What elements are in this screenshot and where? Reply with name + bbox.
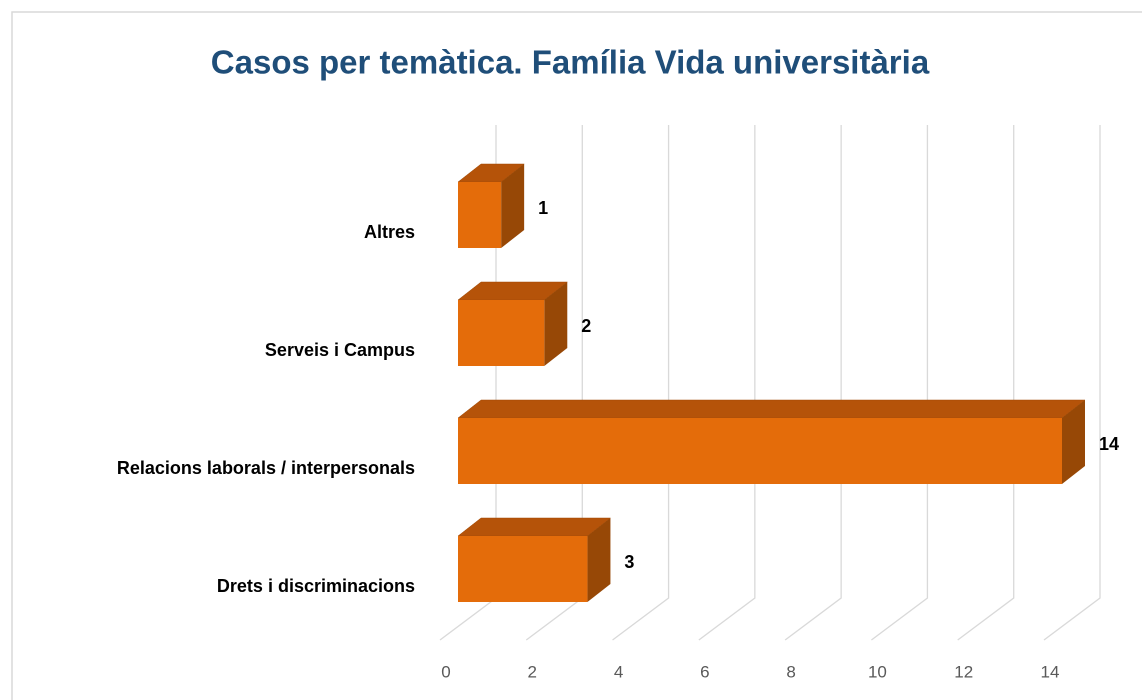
bar-side xyxy=(544,282,568,366)
data-label: 2 xyxy=(581,316,591,336)
bar xyxy=(458,418,1062,484)
data-label: 1 xyxy=(538,198,548,218)
bar xyxy=(458,300,545,366)
y-tick-label: Relacions laborals / interpersonals xyxy=(117,458,415,478)
bar-side xyxy=(501,164,525,248)
chart-title: Casos per temàtica. Família Vida univers… xyxy=(211,44,930,81)
bar-side xyxy=(1062,400,1085,484)
bar-side xyxy=(587,518,611,602)
grid-line xyxy=(957,125,1015,641)
grid-line xyxy=(1043,125,1101,641)
y-tick-label: Altres xyxy=(364,222,415,242)
bar-top xyxy=(457,399,1086,419)
bar xyxy=(458,182,502,248)
grid-line xyxy=(784,125,842,641)
x-tick-label: 4 xyxy=(614,662,623,681)
x-tick-label: 8 xyxy=(786,662,795,681)
x-tick-label: 0 xyxy=(441,662,450,681)
x-tick-label: 10 xyxy=(868,662,887,681)
bar xyxy=(458,536,588,602)
data-label: 3 xyxy=(624,552,634,572)
x-tick-label: 14 xyxy=(1041,662,1060,681)
grid-line xyxy=(871,125,929,641)
y-tick-label: Serveis i Campus xyxy=(265,340,415,360)
grid-line xyxy=(698,125,756,641)
x-tick-label: 6 xyxy=(700,662,709,681)
data-label: 14 xyxy=(1099,434,1119,454)
x-tick-label: 12 xyxy=(954,662,973,681)
grid-line xyxy=(612,125,670,641)
x-tick-label: 2 xyxy=(528,662,537,681)
bar-top xyxy=(457,517,612,537)
y-tick-label: Drets i discriminacions xyxy=(217,576,415,596)
